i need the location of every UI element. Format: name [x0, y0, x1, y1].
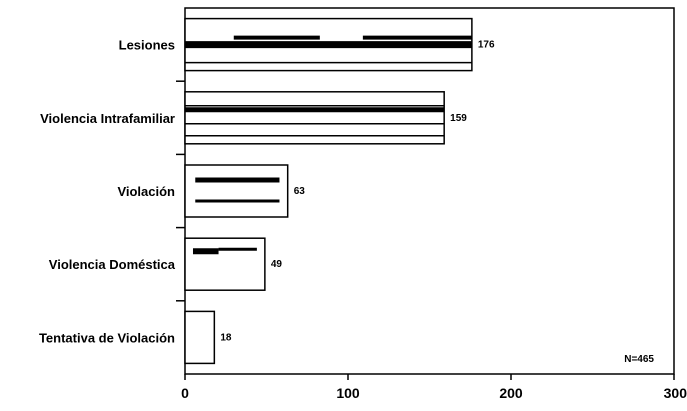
category-label: Tentativa de Violación	[39, 330, 175, 345]
data-label: 63	[294, 186, 306, 197]
bar-outline	[184, 310, 216, 365]
data-label: 176	[478, 40, 495, 51]
plot-area: Lesiones Violencia Intrafamiliar Violación…	[39, 7, 687, 401]
data-label: 159	[450, 113, 467, 124]
data-label: 18	[220, 332, 232, 343]
category-labels: Lesiones Violencia Intrafamiliar Violación…	[39, 38, 176, 346]
bar-4	[184, 310, 216, 365]
category-separators	[176, 80, 185, 302]
bars	[184, 17, 473, 365]
bar-0	[184, 17, 473, 72]
data-label: 49	[271, 259, 283, 270]
x-axis-ticks: 0 100 200 300	[181, 374, 687, 401]
x-tick-label: 200	[499, 385, 523, 401]
category-label: Violencia Doméstica	[49, 257, 176, 272]
data-labels: 176 159 63 49 18	[220, 40, 495, 344]
x-tick-label: 300	[664, 385, 687, 401]
category-label: Violencia Intrafamiliar	[40, 111, 175, 126]
bar-2	[184, 164, 289, 218]
x-tick-label: 0	[181, 385, 189, 401]
bar-3	[184, 237, 266, 291]
sample-size-note: N=465	[624, 354, 654, 365]
bar-outline	[184, 164, 289, 218]
category-label: Violación	[117, 184, 175, 199]
category-label: Lesiones	[119, 38, 175, 53]
bar-outline	[184, 237, 266, 291]
x-tick-label: 100	[336, 385, 360, 401]
bar-1	[184, 91, 445, 145]
